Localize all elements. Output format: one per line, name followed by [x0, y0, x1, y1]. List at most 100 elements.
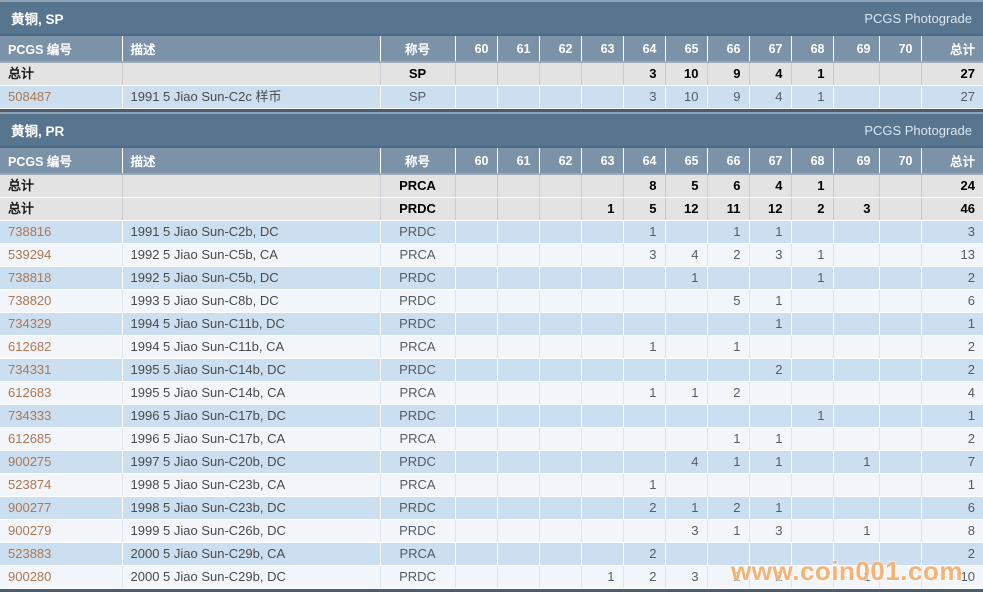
pcgs-number-link[interactable]: 539294 [0, 243, 123, 267]
grade-count-cell [879, 542, 922, 566]
grade-count-cell [623, 519, 666, 543]
photograde-link[interactable]: PCGS Photograde [864, 122, 972, 138]
designation-cell: PRDC [380, 450, 456, 474]
total-count-cell: 4 [921, 381, 983, 405]
grade-count-cell: 1 [707, 565, 750, 589]
grade-count-cell [707, 542, 750, 566]
data-row: 612683 1995 5 Jiao Sun-C14b, CA PRCA 1 1 2 4 [0, 381, 983, 405]
grade-count-cell [497, 358, 540, 382]
grade-count-cell [879, 450, 922, 474]
grade-count-cell: 1 [833, 565, 880, 589]
grade-count-cell: 1 [665, 381, 708, 405]
grade-count-cell [455, 496, 498, 520]
description-cell: 1998 5 Jiao Sun-C23b, CA [122, 473, 381, 497]
designation-cell: PRDC [380, 496, 456, 520]
grade-count-cell [539, 473, 582, 497]
grade-count-cell [539, 519, 582, 543]
population-table-pr: PCGS 编号 描述 称号 60 61 62 63 64 65 66 67 68 69 70 总计 总… [0, 148, 983, 589]
data-row: 738818 1992 5 Jiao Sun-C5b, DC PRDC 1 1 2 [0, 266, 983, 290]
pcgs-number-link[interactable]: 523883 [0, 542, 123, 566]
grade-count-cell: 1 [833, 519, 880, 543]
grade-count-cell: 1 [623, 335, 666, 359]
description-cell: 1991 5 Jiao Sun-C2b, DC [122, 220, 381, 244]
grade-count-cell: 2 [707, 496, 750, 520]
description-cell: 1996 5 Jiao Sun-C17b, DC [122, 404, 381, 428]
pcgs-number-link[interactable]: 734329 [0, 312, 123, 336]
grade-count-cell: 3 [665, 565, 708, 589]
pcgs-number-link[interactable]: 523874 [0, 473, 123, 497]
pcgs-number-link[interactable]: 900275 [0, 450, 123, 474]
description-cell: 2000 5 Jiao Sun-C29b, DC [122, 565, 381, 589]
grade-count-cell [581, 404, 624, 428]
col-header-grade-68: 68 [791, 148, 834, 175]
col-header-grade-70: 70 [879, 148, 922, 175]
table-bottom-border [0, 589, 983, 592]
pcgs-number-link[interactable]: 612685 [0, 427, 123, 451]
grade-count-cell [581, 289, 624, 313]
grade-count-cell: 9 [707, 85, 750, 109]
grade-count-cell: 11 [707, 197, 750, 221]
grade-count-cell: 2 [791, 197, 834, 221]
data-row: 900279 1999 5 Jiao Sun-C26b, DC PRDC 3 1 3 1 8 [0, 519, 983, 543]
col-header-total: 总计 [921, 148, 983, 175]
pcgs-number-link[interactable]: 738818 [0, 266, 123, 290]
grade-count-cell: 1 [749, 220, 792, 244]
pcgs-number-link[interactable]: 738820 [0, 289, 123, 313]
grade-count-cell [879, 335, 922, 359]
grade-count-cell: 1 [623, 381, 666, 405]
grade-count-cell [791, 220, 834, 244]
grade-count-cell [581, 519, 624, 543]
section-brass-pr: 黄铜, PR PCGS Photograde PCGS 编号 描述 称号 60 6… [0, 112, 983, 592]
description-cell: 1995 5 Jiao Sun-C14b, DC [122, 358, 381, 382]
grade-count-cell [749, 381, 792, 405]
grade-count-cell: 1 [581, 565, 624, 589]
designation-cell: SP [380, 85, 456, 109]
grade-count-cell: 12 [665, 197, 708, 221]
grade-count-cell [749, 335, 792, 359]
total-count-cell: 7 [921, 450, 983, 474]
pcgs-number-link[interactable]: 900279 [0, 519, 123, 543]
grade-count-cell: 2 [707, 381, 750, 405]
description-cell: 1998 5 Jiao Sun-C23b, DC [122, 496, 381, 520]
data-row: 523874 1998 5 Jiao Sun-C23b, CA PRCA 1 1 [0, 473, 983, 497]
col-header-grade-64: 64 [623, 148, 666, 175]
grade-count-cell [497, 565, 540, 589]
grade-count-cell [833, 427, 880, 451]
pcgs-number-link[interactable]: 900277 [0, 496, 123, 520]
grade-count-cell: 1 [707, 427, 750, 451]
grade-count-cell [833, 62, 880, 86]
grade-count-cell: 1 [791, 243, 834, 267]
grade-count-cell [455, 312, 498, 336]
description-cell: 1991 5 Jiao Sun-C2c 样币 [122, 85, 381, 109]
grade-count-cell [833, 358, 880, 382]
pcgs-number-link[interactable]: 734331 [0, 358, 123, 382]
grade-count-cell [497, 496, 540, 520]
grade-count-cell [497, 519, 540, 543]
data-row: 539294 1992 5 Jiao Sun-C5b, CA PRCA 3 4 2 3 1 13 [0, 243, 983, 267]
total-count-cell: 2 [921, 542, 983, 566]
grade-count-cell [581, 473, 624, 497]
pcgs-number-link[interactable]: 900280 [0, 565, 123, 589]
grade-count-cell [539, 62, 582, 86]
grade-count-cell: 6 [707, 174, 750, 198]
grade-count-cell [665, 473, 708, 497]
designation-cell: PRDC [380, 289, 456, 313]
pcgs-number-link[interactable]: 508487 [0, 85, 123, 109]
pcgs-number-link[interactable]: 612683 [0, 381, 123, 405]
grade-count-cell [581, 312, 624, 336]
grade-count-cell [455, 243, 498, 267]
grade-count-cell: 8 [623, 174, 666, 198]
grade-count-cell [581, 358, 624, 382]
pcgs-number-link[interactable]: 734333 [0, 404, 123, 428]
col-header-grade-61: 61 [497, 36, 540, 63]
grade-count-cell [879, 312, 922, 336]
pcgs-number-link[interactable]: 738816 [0, 220, 123, 244]
grade-count-cell [833, 335, 880, 359]
grade-count-cell [665, 312, 708, 336]
column-header-row: PCGS 编号 描述 称号 60 61 62 63 64 65 66 67 68 69 70 总计 [0, 148, 983, 175]
designation-cell: SP [380, 62, 456, 86]
designation-cell: PRDC [380, 312, 456, 336]
pcgs-number-link[interactable]: 612682 [0, 335, 123, 359]
photograde-link[interactable]: PCGS Photograde [864, 10, 972, 26]
grade-count-cell: 1 [665, 266, 708, 290]
